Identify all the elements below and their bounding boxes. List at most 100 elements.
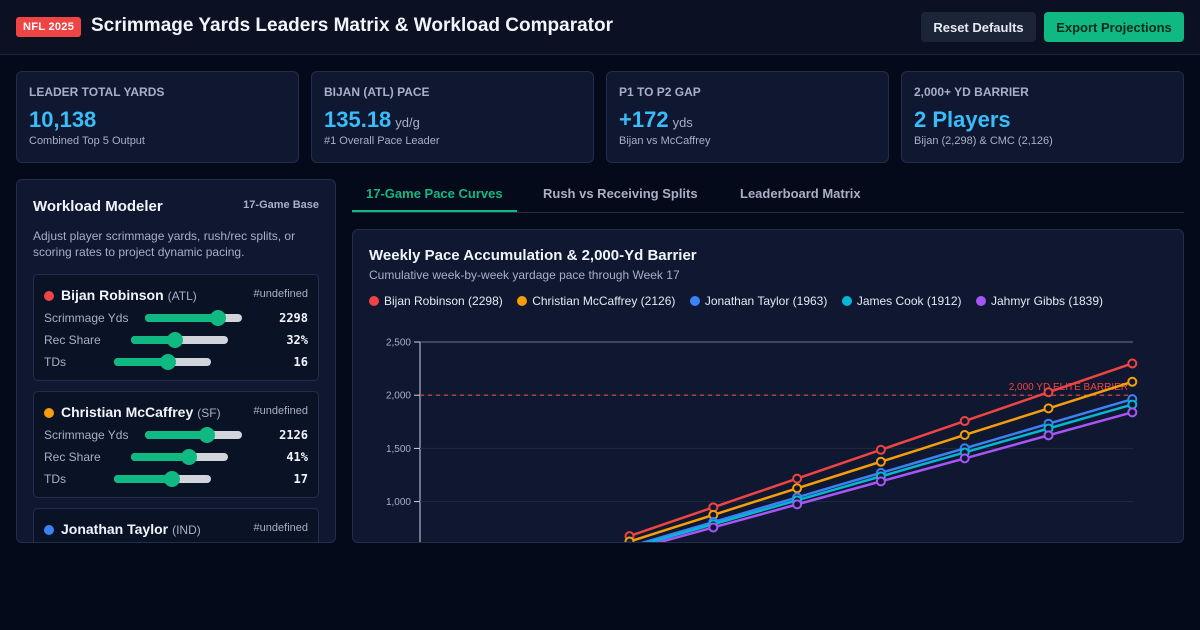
app-title: Scrimmage Yards Leaders Matrix & Workloa…: [91, 15, 613, 36]
kpi-value: 135.18: [324, 107, 392, 132]
tab-rush-rec-splits[interactable]: Rush vs Receiving Splits: [543, 186, 698, 201]
data-point: [792, 473, 803, 484]
slider-thumb[interactable]: [181, 449, 198, 465]
y-tick-label: 1,000: [386, 497, 411, 508]
kpi-value: 10,138: [29, 107, 97, 132]
rec-share-row: Rec Share 41%: [44, 448, 308, 466]
player-team: (ATL): [167, 289, 197, 303]
kpi-unit: yds: [672, 115, 693, 130]
scrimmage-yds-row: Scrimmage Yds 2298: [44, 309, 308, 327]
player-card-taylor: Jonathan Taylor (IND) #undefined: [33, 508, 319, 542]
kpi-label: P1 TO P2 GAP: [619, 85, 701, 99]
scrimmage-yds-label: Scrimmage Yds: [44, 428, 129, 442]
data-point: [1127, 407, 1138, 418]
player-team: (IND): [172, 523, 201, 537]
scrimmage-yds-slider[interactable]: [145, 310, 242, 326]
legend-item[interactable]: Bijan Robinson (2298): [369, 294, 503, 308]
rec-share-value: 41%: [286, 450, 308, 464]
player-card-mccaffrey: Christian McCaffrey (SF) #undefined Scrim…: [33, 391, 319, 498]
modeler-title: Workload Modeler: [33, 198, 163, 215]
legend-item[interactable]: Christian McCaffrey (2126): [517, 294, 675, 308]
slider-thumb[interactable]: [209, 310, 226, 326]
kpi-card-leader-total: LEADER TOTAL YARDS 10,138 Combined Top 5…: [16, 71, 299, 163]
pace-chart-card: 1,000 1,500 2,000 2,500 2,000 YD ELITE BARRI…: [352, 229, 1184, 543]
kpi-card-bijan-pace: BIJAN (ATL) PACE 135.18 yd/g #1 Overall P…: [311, 71, 594, 163]
export-projections-button[interactable]: Export Projections: [1044, 12, 1184, 42]
tds-label: TDs: [44, 472, 66, 486]
tds-slider[interactable]: [114, 354, 211, 370]
kpi-label: BIJAN (ATL) PACE: [324, 85, 430, 99]
rec-share-value: 32%: [286, 333, 308, 347]
rec-share-label: Rec Share: [44, 333, 101, 347]
tds-label: TDs: [44, 355, 66, 369]
reset-defaults-button[interactable]: Reset Defaults: [921, 12, 1036, 42]
scrimmage-yds-label: Scrimmage Yds: [44, 311, 129, 325]
kpi-unit: yd/g: [395, 115, 420, 130]
slider-thumb[interactable]: [166, 332, 183, 348]
kpi-card-p1-p2-gap: P1 TO P2 GAP +172 yds Bijan vs McCaffrey: [606, 71, 889, 163]
player-color-dot: [44, 525, 54, 535]
player-name: Jonathan Taylor (IND): [61, 521, 201, 537]
rec-share-slider[interactable]: [131, 449, 228, 465]
season-badge: NFL 2025: [16, 17, 82, 37]
slider-thumb[interactable]: [199, 427, 216, 443]
page-background: [0, 543, 1200, 630]
data-point: [792, 499, 803, 510]
y-tick-label: 1,500: [386, 444, 411, 455]
top-bar: NFL 2025 Scrimmage Yards Leaders Matrix …: [0, 0, 1200, 55]
scrimmage-yds-value: 2298: [279, 311, 308, 325]
player-rank: #undefined: [253, 288, 308, 300]
scrimmage-yds-slider[interactable]: [145, 427, 242, 443]
kpi-value: 2 Players: [914, 107, 1011, 132]
modeler-base-tag: 17-Game Base: [243, 199, 319, 211]
data-point: [708, 522, 719, 533]
barrier-label: 2,000 YD ELITE BARRIER: [1009, 382, 1128, 393]
legend-item[interactable]: Jahmyr Gibbs (1839): [975, 294, 1103, 308]
player-name: Christian McCaffrey (SF): [61, 404, 221, 420]
player-rank: #undefined: [253, 405, 308, 417]
tds-row: TDs 17: [44, 470, 308, 488]
tab-pace-curves[interactable]: 17-Game Pace Curves: [352, 179, 517, 212]
kpi-subtext: Bijan vs McCaffrey: [619, 135, 711, 147]
chart-legend: Bijan Robinson (2298) Christian McCaffre…: [369, 292, 1113, 308]
data-point: [875, 444, 886, 455]
tds-value: 16: [293, 355, 308, 369]
data-point: [959, 429, 970, 440]
data-point: [959, 416, 970, 427]
rec-share-label: Rec Share: [44, 450, 101, 464]
tab-leaderboard-matrix[interactable]: Leaderboard Matrix: [740, 186, 861, 201]
kpi-subtext: #1 Overall Pace Leader: [324, 135, 440, 147]
kpi-subtext: Combined Top 5 Output: [29, 135, 145, 147]
legend-item[interactable]: Jonathan Taylor (1963): [689, 294, 827, 308]
data-point: [959, 453, 970, 464]
y-tick-label: 2,000: [386, 391, 411, 402]
player-color-dot: [44, 408, 54, 418]
tds-row: TDs 16: [44, 353, 308, 371]
kpi-label: 2,000+ YD BARRIER: [914, 85, 1029, 99]
legend-item[interactable]: James Cook (1912): [841, 294, 962, 308]
data-point: [875, 456, 886, 467]
kpi-subtext: Bijan (2,298) & CMC (2,126): [914, 135, 1053, 147]
view-tabs: 17-Game Pace Curves Rush vs Receiving Sp…: [352, 179, 1184, 213]
chart-title: Weekly Pace Accumulation & 2,000-Yd Barr…: [369, 247, 697, 264]
data-point: [1043, 387, 1054, 398]
chart-subtitle: Cumulative week-by-week yardage pace thr…: [369, 268, 680, 282]
slider-thumb[interactable]: [164, 471, 181, 487]
data-point: [1043, 403, 1054, 414]
data-point: [624, 536, 635, 542]
modeler-description: Adjust player scrimmage yards, rush/rec …: [33, 229, 296, 259]
player-card-bijan: Bijan Robinson (ATL) #undefined Scrimmage…: [33, 274, 319, 381]
kpi-label: LEADER TOTAL YARDS: [29, 85, 165, 99]
rec-share-slider[interactable]: [131, 332, 228, 348]
player-team: (SF): [197, 406, 221, 420]
data-point: [875, 476, 886, 487]
y-tick-label: 2,500: [386, 338, 411, 349]
workload-modeler-panel: Workload Modeler 17-Game Base Adjust pla…: [16, 179, 336, 543]
data-point: [1127, 358, 1138, 369]
player-name: Bijan Robinson (ATL): [61, 287, 197, 303]
slider-thumb[interactable]: [160, 354, 177, 370]
pace-chart: 1,000 1,500 2,000 2,500 2,000 YD ELITE BARRI…: [386, 338, 1138, 542]
tds-slider[interactable]: [114, 471, 211, 487]
data-point: [792, 483, 803, 494]
kpi-value: +172: [619, 107, 669, 132]
